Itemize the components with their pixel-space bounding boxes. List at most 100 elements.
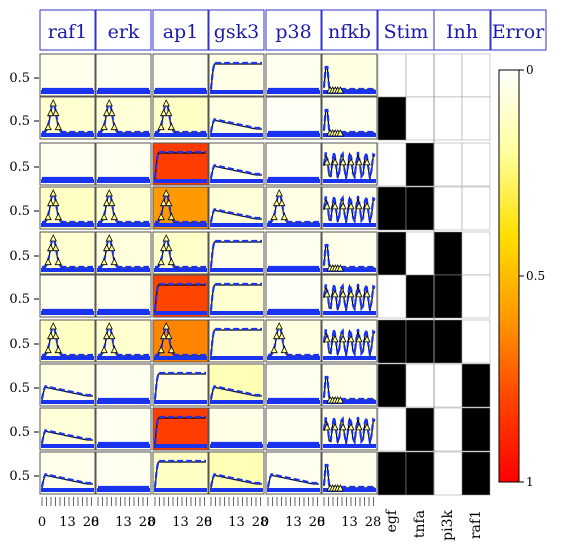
cell-r9-raf1 [39,407,96,451]
cell-r7-erk-marker-4 [110,345,118,354]
x-tick-erk-28: 28 [139,515,156,530]
cell-r7-nfkb-marker-2 [339,335,347,343]
cell-r4-nfkb-marker-1 [331,202,339,210]
cell-r7-p38-marker-4 [280,345,288,354]
x-tick-gsk3-28: 28 [252,515,269,530]
cell-r2-erk-marker-0 [100,122,108,131]
cell-r5-erk-sim-band [97,268,150,272]
cell-r9-gsk3-sim-band [210,444,263,448]
inh-cell-r10-raf1 [461,451,491,496]
cell-r4-ap1-marker-2 [162,189,170,197]
cell-r9-nfkb-sim-band [323,444,376,448]
cell-r4-erk-marker-1 [103,198,111,207]
cell-r4-ap1-marker-4 [167,212,175,221]
y-tick-r1: 0.5 [9,71,30,86]
cell-r5-nfkb-marker-4 [336,264,344,272]
cell-r7-raf1 [39,319,96,363]
cell-r9-nfkb-marker-1 [331,423,339,431]
cell-r7-nfkb-sim-band [323,356,376,360]
stim-header-box [377,9,435,51]
cell-r2-p38-sim-band [267,133,320,137]
cell-r4-erk [95,186,152,230]
cell-r6-ap1-sim-band [154,311,207,315]
cell-r5-ap1-sim-band [154,268,207,272]
header-box-erk [95,9,152,51]
x-tick-raf1-0: 0 [38,515,46,530]
cell-r4-raf1-marker-2 [49,189,57,197]
y-tick-r2: 0.5 [9,114,30,129]
inh-label-raf1: raf1 [468,510,484,539]
stim-cell-r8-tnfa [405,363,435,408]
cell-r4-gsk3-sim-line [209,208,262,223]
inh-cell-r7-pi3k [433,319,463,364]
x-tick-nfkb-0: 0 [317,515,325,530]
cell-r4-erk-marker-2 [105,189,113,197]
stim-label-tnfa: tnfa [412,510,428,538]
cell-r8-erk-sim-band [97,400,150,404]
cell-r3-ap1-sim-band [154,179,207,183]
inh-cell-r6-raf1 [461,274,491,319]
cell-r7-gsk3 [208,319,265,363]
inh-label-pi3k: pi3k [440,509,456,540]
stim-label-egf: egf [384,508,400,532]
cell-r6-nfkb-marker-4 [355,290,363,298]
inh-cell-r9-raf1 [461,407,491,452]
cell-r4-ap1 [152,186,209,230]
stim-cell-r8-egf [377,363,407,408]
cell-r2-raf1-marker-3 [52,108,60,117]
y-tick-r8: 0.5 [9,381,30,396]
cell-r5-erk-marker-0 [100,257,108,266]
cell-r4-p38-marker-4 [280,212,288,221]
cell-r9-nfkb-marker-0 [323,423,331,431]
cell-r4-erk-sim-band [97,223,150,227]
inh-cell-r10-pi3k [433,451,463,496]
colorbar-label-mid: 0.5 [526,269,545,283]
cell-r1-erk-sim-band [97,90,150,94]
stim-cell-r1-tnfa [405,53,435,98]
cell-r3-nfkb-marker-0 [323,158,331,166]
cell-r9-ap1-sim-band [154,444,207,448]
cell-r6-ap1-sim-line [153,282,206,311]
cell-r3-gsk3 [208,142,265,186]
inh-cell-r8-pi3k [433,363,463,408]
cell-r8-p38-sim-band [267,400,320,404]
cell-r8-ap1-sim-band [154,400,207,404]
header-box-ap1 [152,9,209,51]
inh-cell-r6-pi3k [433,274,463,319]
inh-cell-r3-pi3k [433,142,463,187]
cell-r9-raf1-sim-band [41,444,94,448]
cell-r4-nfkb-sim-band [323,223,376,227]
stim-cell-r7-egf [377,319,407,364]
cell-r4-nfkb-marker-3 [347,202,355,210]
x-tick-nfkb-28: 28 [365,515,382,530]
cell-r4-erk-marker-4 [110,212,118,221]
cell-r4-p38-marker-2 [275,189,283,197]
cell-r6-ap1 [152,274,209,318]
cell-r4-raf1-marker-4 [54,212,62,221]
cell-r7-p38-marker-3 [278,331,286,340]
cell-r2-erk-marker-3 [108,108,116,117]
y-tick-r4: 0.5 [9,204,30,219]
cell-r6-gsk3-sim-band [210,311,263,315]
stim-cell-r6-tnfa [405,274,435,319]
cell-r9-nfkb-marker-2 [339,423,347,431]
cell-r5-ap1-marker-0 [157,257,165,266]
cell-r7-raf1-sim-band [41,356,94,360]
inh-cell-r8-raf1 [461,363,491,408]
cell-r4-raf1 [39,186,96,230]
cell-r10-ap1-sim-band [154,488,207,492]
cell-r2-raf1-marker-4 [54,122,62,131]
cell-r4-gsk3-sim-band [210,223,263,227]
cell-r2-nfkb-sim-band [323,133,376,137]
inh-cell-r3-raf1 [461,142,491,187]
cell-r5-raf1-marker-1 [47,243,55,252]
cell-r4-ap1-marker-3 [165,198,173,207]
cell-r9-erk-sim-band [97,444,150,448]
cell-r3-gsk3-sim-line [209,164,262,179]
cell-r5-raf1-marker-3 [52,243,60,252]
cell-r10-gsk3 [208,451,265,495]
cell-r4-p38 [265,186,322,230]
cell-r2-nfkb-marker-4 [336,129,344,137]
cell-r4-ap1-marker-1 [160,198,168,207]
cell-r5-erk-marker-2 [105,234,113,242]
